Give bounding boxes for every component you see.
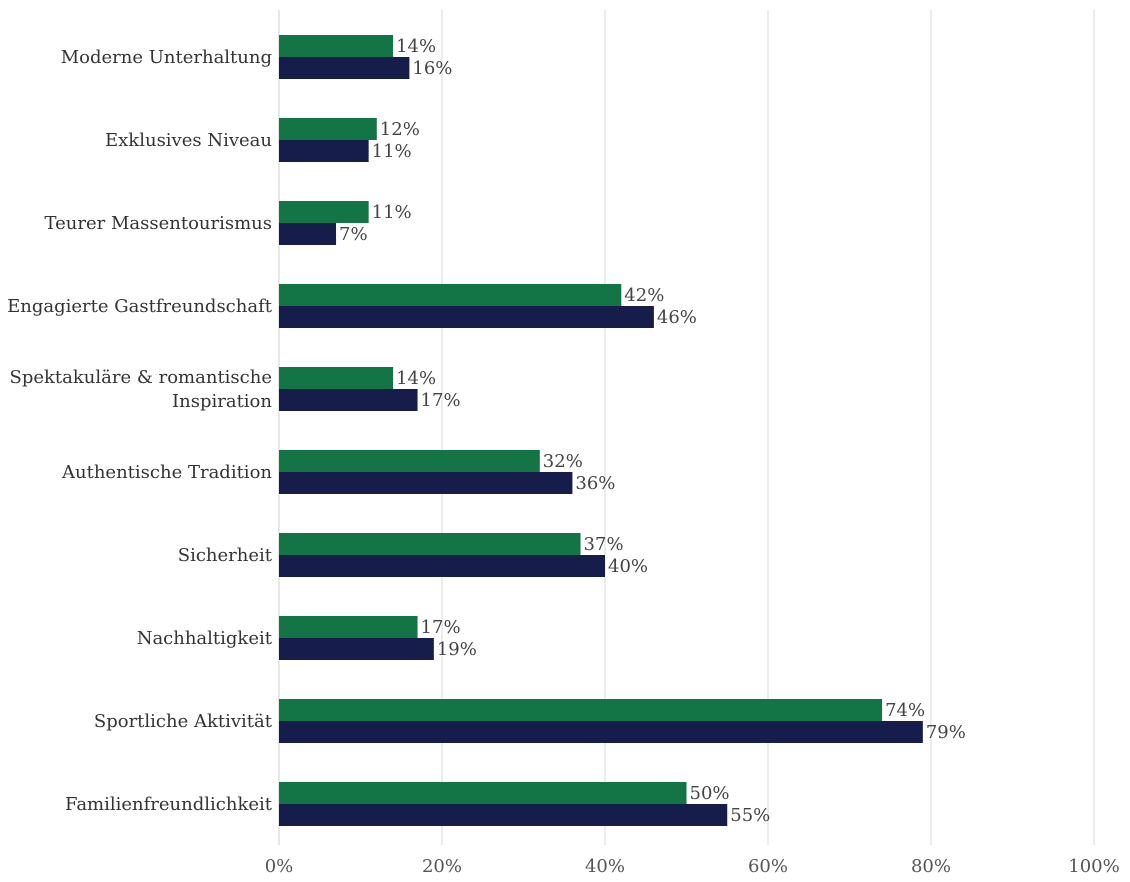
bar-series-2	[279, 721, 923, 743]
data-label: 12%	[380, 119, 420, 140]
y-category-label: Spektakuläre & romantische	[10, 367, 272, 388]
y-category-label: Nachhaltigkeit	[137, 628, 273, 649]
bar-series-1	[279, 699, 883, 721]
data-label: 16%	[412, 58, 452, 79]
x-tick-label: 0%	[265, 856, 294, 877]
x-tick-label: 80%	[911, 856, 951, 877]
bar-series-2	[279, 389, 418, 411]
bar-series-2	[279, 57, 410, 79]
data-label: 50%	[690, 783, 730, 804]
data-label: 11%	[372, 202, 412, 223]
bar-series-2	[279, 555, 605, 577]
y-category-label: Sportliche Aktivität	[94, 711, 273, 732]
bar-series-1	[279, 35, 394, 57]
data-label: 32%	[543, 451, 583, 472]
data-label: 14%	[396, 368, 436, 389]
bar-series-1	[279, 782, 687, 804]
bar-series-2	[279, 140, 369, 162]
bar-series-2	[279, 306, 654, 328]
data-label: 7%	[339, 224, 368, 245]
bar-series-1	[279, 450, 540, 472]
bar-series-1	[279, 201, 369, 223]
data-label: 11%	[372, 141, 412, 162]
bar-series-2	[279, 804, 728, 826]
y-category-label: Exklusives Niveau	[105, 130, 272, 151]
data-label: 74%	[885, 700, 925, 721]
data-label: 36%	[575, 473, 615, 494]
data-label: 17%	[421, 390, 461, 411]
bar-series-2	[279, 223, 337, 245]
y-category-label: Moderne Unterhaltung	[61, 47, 272, 68]
data-label: 14%	[396, 36, 436, 57]
x-tick-label: 20%	[422, 856, 462, 877]
bar-series-1	[279, 367, 394, 389]
y-category-label: Familienfreundlichkeit	[65, 794, 273, 815]
x-tick-label: 60%	[748, 856, 788, 877]
x-tick-label: 100%	[1068, 856, 1119, 877]
bar-series-2	[279, 472, 573, 494]
x-tick-label: 40%	[585, 856, 625, 877]
bar-series-1	[279, 284, 622, 306]
data-label: 37%	[584, 534, 624, 555]
data-label: 19%	[437, 639, 477, 660]
data-label: 55%	[730, 805, 770, 826]
bar-series-1	[279, 616, 418, 638]
data-label: 42%	[624, 285, 664, 306]
y-category-label: Sicherheit	[178, 545, 273, 566]
data-label: 79%	[926, 722, 966, 743]
y-category-label: Inspiration	[172, 391, 272, 412]
y-category-label: Authentische Tradition	[61, 462, 272, 483]
y-category-label: Engagierte Gastfreundschaft	[7, 296, 273, 317]
y-category-label: Teurer Massentourismus	[45, 213, 272, 234]
bar-series-2	[279, 638, 434, 660]
bar-series-1	[279, 118, 377, 140]
data-label: 40%	[608, 556, 648, 577]
bar-series-1	[279, 533, 581, 555]
data-label: 46%	[657, 307, 697, 328]
data-label: 17%	[421, 617, 461, 638]
